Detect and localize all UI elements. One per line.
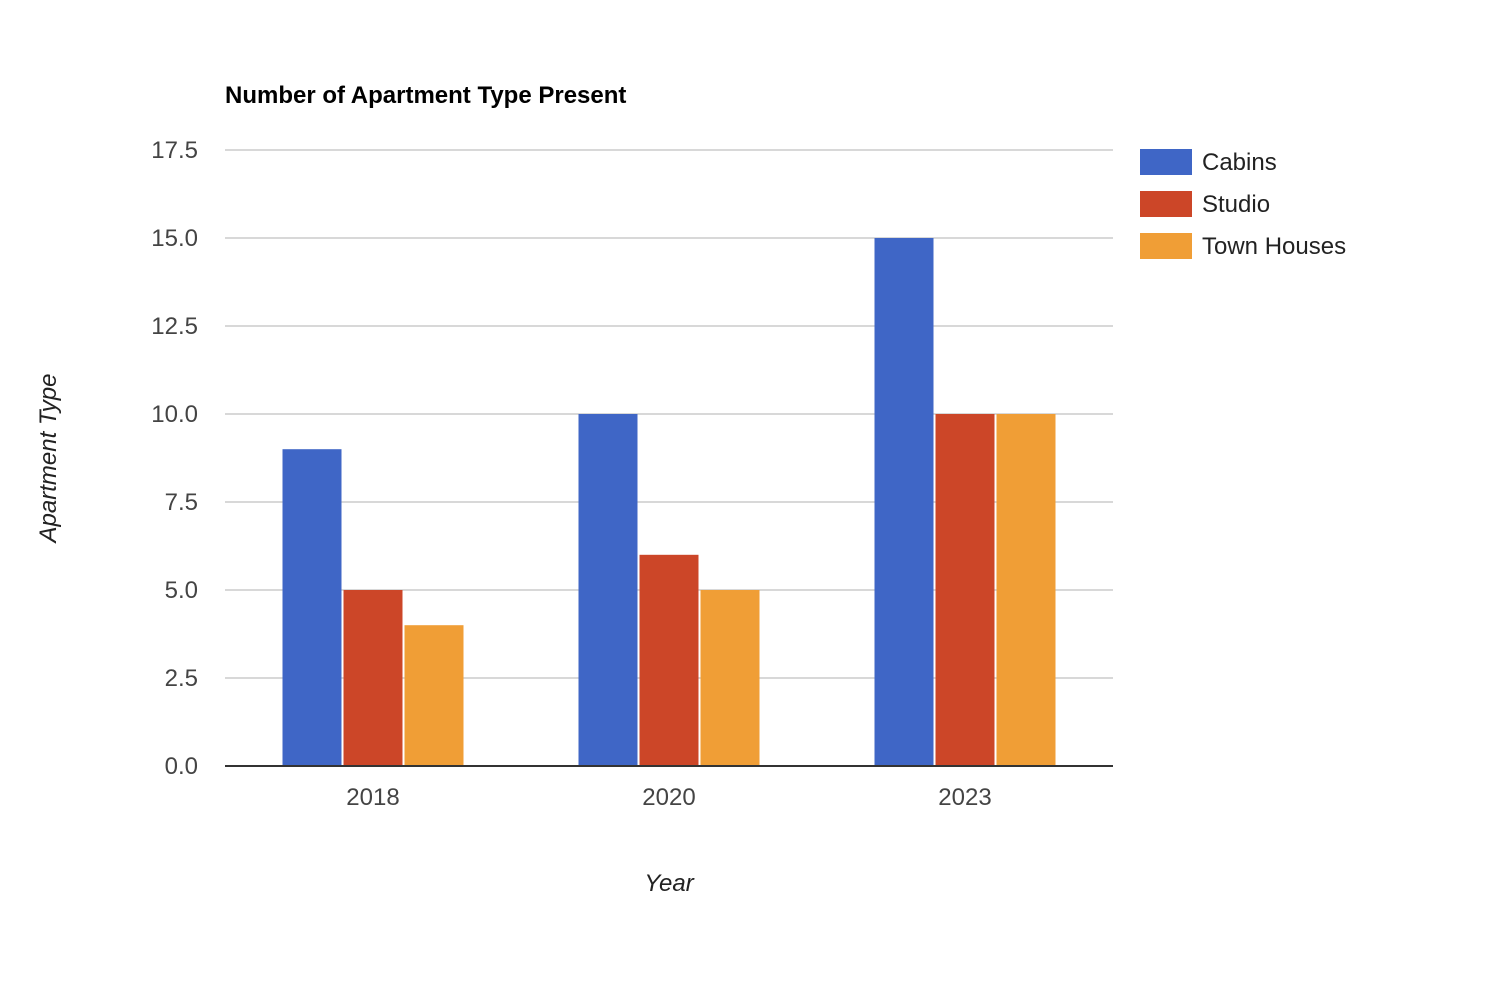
legend-swatch-cabins xyxy=(1140,149,1192,175)
x-tick-label: 2023 xyxy=(938,784,991,811)
legend-label: Studio xyxy=(1202,191,1270,218)
bar-studio-2023 xyxy=(935,414,995,766)
legend-swatch-studio xyxy=(1140,191,1192,217)
bar-town-houses-2018 xyxy=(404,625,464,766)
bar-cabins-2023 xyxy=(874,238,934,766)
bar-studio-2018 xyxy=(343,590,403,766)
bars xyxy=(282,238,1056,766)
y-tick-label: 12.5 xyxy=(151,313,198,340)
y-tick-label: 5.0 xyxy=(165,577,198,604)
y-tick-label: 15.0 xyxy=(151,225,198,252)
y-axis-title: Apartment Type xyxy=(35,374,62,545)
bar-town-houses-2023 xyxy=(996,414,1056,766)
legend-label: Town Houses xyxy=(1202,233,1346,260)
y-tick-label: 0.0 xyxy=(165,753,198,780)
y-tick-label: 7.5 xyxy=(165,489,198,516)
bar-cabins-2020 xyxy=(578,414,638,766)
bar-cabins-2018 xyxy=(282,449,342,766)
bar-studio-2020 xyxy=(639,554,699,766)
legend: Cabins Studio Town Houses xyxy=(1140,149,1346,260)
y-axis-ticks: 0.0 2.5 5.0 7.5 10.0 12.5 15.0 17.5 xyxy=(151,137,198,780)
legend-swatch-town-houses xyxy=(1140,233,1192,259)
y-tick-label: 10.0 xyxy=(151,401,198,428)
x-axis-ticks: 2018 2020 2023 xyxy=(346,784,991,811)
y-tick-label: 2.5 xyxy=(165,665,198,692)
y-tick-label: 17.5 xyxy=(151,137,198,164)
bar-town-houses-2020 xyxy=(700,590,760,766)
x-tick-label: 2020 xyxy=(642,784,695,811)
x-tick-label: 2018 xyxy=(346,784,399,811)
chart-title: Number of Apartment Type Present xyxy=(225,82,626,109)
x-axis-title: Year xyxy=(644,870,694,897)
legend-label: Cabins xyxy=(1202,149,1277,176)
